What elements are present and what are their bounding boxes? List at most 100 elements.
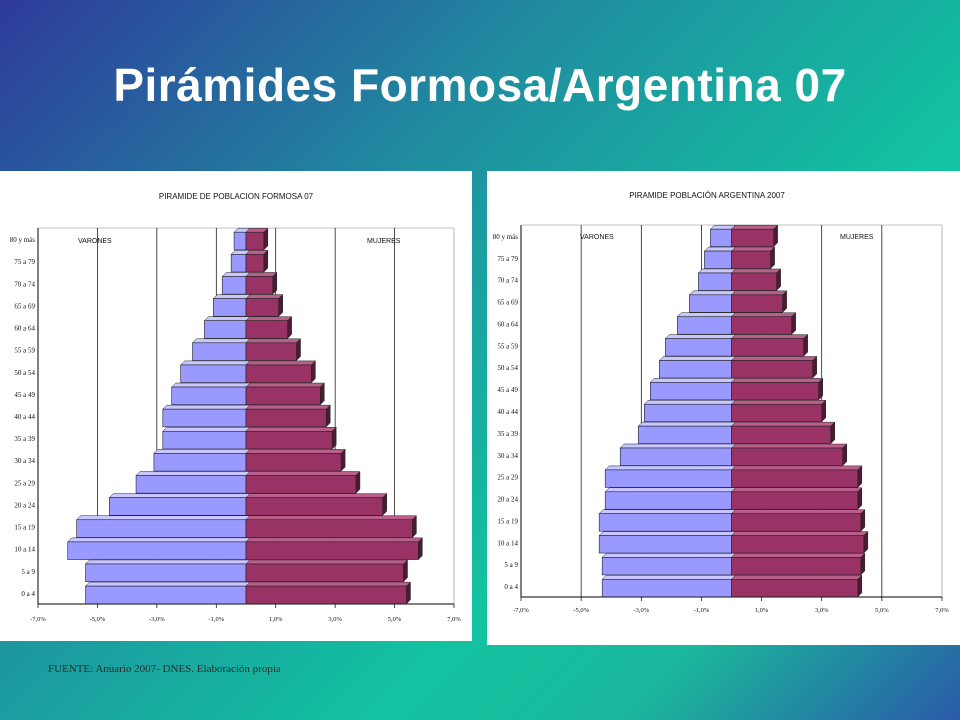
female-bar-top	[245, 515, 418, 520]
male-bar	[601, 557, 732, 576]
female-bar	[245, 386, 321, 406]
male-bar	[598, 535, 732, 554]
male-bar	[233, 231, 247, 251]
x-tick-label: -1,0%	[694, 607, 710, 614]
female-bar-side	[287, 316, 292, 339]
male-bar-top	[697, 268, 737, 274]
female-bar-side	[860, 509, 866, 532]
male-bar	[109, 497, 247, 516]
female-bar-side	[340, 448, 346, 472]
female-bar	[245, 254, 265, 273]
x-tick-label: 3,0%	[815, 607, 829, 614]
female-bar-top	[245, 316, 293, 321]
x-tick-label: -5,0%	[90, 616, 106, 623]
male-bar-top	[221, 272, 251, 277]
female-bar-side	[860, 552, 866, 576]
male-bar	[643, 403, 732, 423]
male-bar-top	[601, 553, 737, 558]
female-bar-side	[857, 487, 863, 510]
male-bar	[689, 294, 732, 313]
x-tick-label: 7,0%	[935, 607, 949, 614]
male-bar	[604, 469, 732, 488]
male-bar	[213, 298, 247, 317]
female-bar-side	[331, 426, 337, 450]
male-bar	[698, 272, 732, 291]
female-bar-side	[812, 355, 817, 379]
age-label: 45 a 49	[497, 386, 518, 394]
female-bar	[731, 403, 823, 423]
age-label: 40 a 44	[14, 413, 35, 421]
female-bar-side	[776, 268, 781, 292]
male-bar	[85, 585, 247, 605]
male-bar	[204, 320, 247, 339]
male-bar-top	[637, 421, 737, 427]
male-bar	[677, 316, 732, 335]
female-bar-side	[857, 465, 863, 489]
male-bar-top	[84, 581, 251, 587]
x-tick-label: 7,0%	[447, 616, 461, 623]
x-tick-label: 1,0%	[269, 616, 283, 623]
male-bar	[659, 360, 732, 379]
male-bar-top	[180, 360, 251, 366]
female-bar	[245, 475, 357, 494]
male-bar	[598, 513, 732, 532]
x-tick-label: 5,0%	[388, 616, 402, 623]
x-tick-label: 5,0%	[875, 607, 889, 614]
female-bar-top	[730, 509, 866, 514]
female-bar-side	[263, 249, 269, 273]
chart-panel-formosa: PIRAMIDE DE POBLACION FORMOSA 07 -7,0% -5,…	[0, 171, 472, 641]
male-bar-top	[709, 224, 737, 230]
male-bar	[221, 276, 247, 295]
female-bar	[245, 276, 274, 295]
chart-panel-argentina: PIRAMIDE POBLACIÓN ARGENTINA 2007 -7,0% -5…	[487, 171, 960, 645]
age-label: 15 a 19	[14, 524, 35, 532]
female-bar-top	[245, 294, 284, 299]
male-bar-top	[171, 382, 251, 388]
female-bar-top	[730, 421, 836, 427]
male-bar-top	[84, 559, 251, 565]
female-bar	[245, 320, 288, 339]
male-bar	[153, 453, 247, 472]
age-label: 60 a 64	[497, 320, 518, 328]
male-bar-top	[703, 246, 737, 252]
male-group-label: VARONES	[78, 238, 112, 245]
x-tick-label: -1,0%	[208, 616, 224, 623]
female-bar	[731, 469, 859, 488]
female-bar-side	[803, 333, 808, 357]
male-bar	[76, 519, 247, 538]
male-bar-top	[676, 312, 737, 317]
male-bar	[704, 250, 732, 269]
male-bar-top	[598, 531, 737, 536]
male-bar-top	[658, 356, 737, 361]
female-bar	[731, 513, 862, 532]
male-bar-top	[688, 290, 737, 296]
age-label: 65 a 69	[497, 299, 518, 307]
female-bar-top	[730, 531, 869, 536]
female-bar	[731, 250, 771, 269]
female-bar-top	[245, 537, 423, 543]
male-bar-top	[135, 471, 251, 476]
chart-body: PIRAMIDE POBLACIÓN ARGENTINA 2007 -7,0% -5…	[493, 191, 950, 614]
female-group-label: MUJERES	[367, 238, 401, 245]
female-bar	[245, 541, 419, 560]
female-bar-top	[730, 575, 863, 580]
age-label: 55 a 59	[497, 342, 518, 350]
female-bar-side	[263, 227, 269, 251]
x-tick-label: 3,0%	[328, 616, 342, 623]
female-bar	[245, 231, 265, 251]
male-bar	[601, 579, 732, 598]
female-bar-top	[730, 268, 782, 274]
female-bar-side	[857, 574, 863, 598]
female-bar-side	[355, 470, 361, 494]
male-bar-top	[664, 334, 737, 339]
male-bar	[230, 254, 247, 273]
source-note: FUENTE: Anuario 2007- DNES. Elaboración …	[48, 663, 281, 675]
male-bar-top	[601, 575, 737, 580]
female-bar	[245, 298, 279, 317]
female-bar-side	[770, 246, 775, 270]
pyramid-chart-argentina: PIRAMIDE POBLACIÓN ARGENTINA 2007 -7,0% -5…	[493, 191, 950, 614]
female-bar	[731, 316, 792, 335]
male-bar	[665, 338, 732, 357]
chart-title: PIRAMIDE POBLACIÓN ARGENTINA 2007	[629, 191, 785, 200]
female-bar-top	[245, 471, 361, 476]
